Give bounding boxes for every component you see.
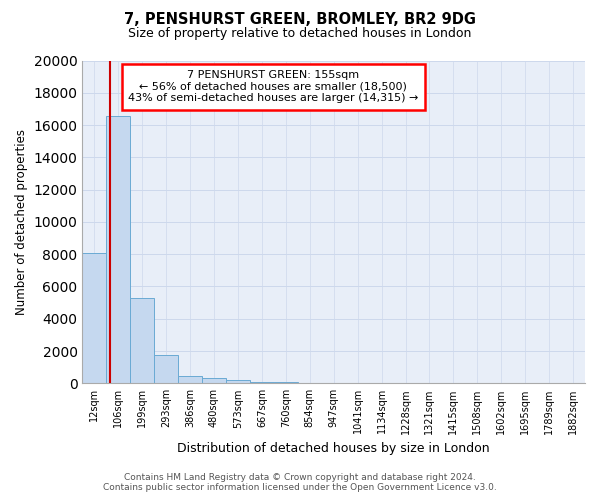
- Bar: [202, 378, 226, 384]
- Bar: [130, 298, 154, 384]
- Bar: [250, 382, 274, 384]
- Bar: [226, 380, 250, 384]
- Bar: [106, 116, 130, 384]
- Text: 7, PENSHURST GREEN, BROMLEY, BR2 9DG: 7, PENSHURST GREEN, BROMLEY, BR2 9DG: [124, 12, 476, 28]
- Bar: [298, 382, 322, 384]
- Y-axis label: Number of detached properties: Number of detached properties: [15, 129, 28, 315]
- Text: 7 PENSHURST GREEN: 155sqm
← 56% of detached houses are smaller (18,500)
43% of s: 7 PENSHURST GREEN: 155sqm ← 56% of detac…: [128, 70, 419, 103]
- Bar: [82, 254, 106, 384]
- Bar: [154, 355, 178, 384]
- Bar: [178, 376, 202, 384]
- X-axis label: Distribution of detached houses by size in London: Distribution of detached houses by size …: [178, 442, 490, 455]
- Text: Contains HM Land Registry data © Crown copyright and database right 2024.
Contai: Contains HM Land Registry data © Crown c…: [103, 473, 497, 492]
- Text: Size of property relative to detached houses in London: Size of property relative to detached ho…: [128, 28, 472, 40]
- Bar: [274, 382, 298, 384]
